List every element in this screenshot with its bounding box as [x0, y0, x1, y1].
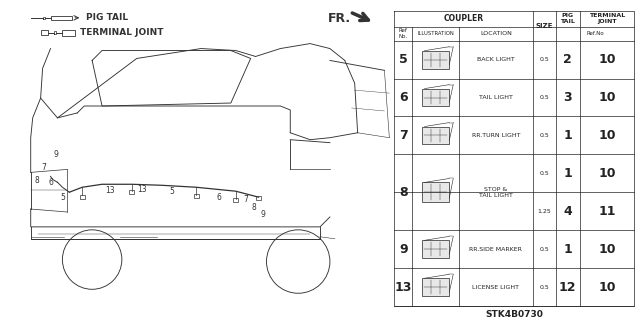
Text: 0.5: 0.5	[540, 247, 549, 252]
Text: STOP &
TAIL LIGHT: STOP & TAIL LIGHT	[479, 187, 513, 198]
Text: 4: 4	[563, 205, 572, 218]
Text: 10: 10	[598, 167, 616, 180]
Text: 13: 13	[137, 185, 147, 194]
Text: PIG
TAIL: PIG TAIL	[560, 13, 575, 24]
Text: 7: 7	[41, 163, 46, 172]
Bar	[40, 30, 47, 35]
Text: 0.5: 0.5	[540, 95, 549, 100]
Bar	[422, 127, 449, 145]
Bar	[51, 16, 72, 20]
Text: 0.5: 0.5	[540, 171, 549, 176]
Text: 10: 10	[598, 53, 616, 66]
Text: 1: 1	[563, 243, 572, 256]
Text: 10: 10	[598, 129, 616, 142]
Text: LICENSE LIGHT: LICENSE LIGHT	[472, 285, 519, 290]
Text: TERMINAL
JOINT: TERMINAL JOINT	[589, 13, 625, 24]
Text: 2: 2	[563, 53, 572, 66]
Text: PIG TAIL: PIG TAIL	[86, 13, 128, 22]
Text: 8: 8	[252, 203, 256, 211]
Text: 6: 6	[399, 91, 408, 104]
Text: STK4B0730: STK4B0730	[485, 309, 543, 319]
Text: 10: 10	[598, 91, 616, 104]
Text: 1.25: 1.25	[538, 209, 551, 214]
Bar	[129, 190, 134, 194]
Text: 9: 9	[399, 243, 408, 256]
Text: 9: 9	[260, 211, 265, 219]
Bar	[422, 51, 449, 69]
Bar	[422, 278, 449, 296]
Text: 6: 6	[216, 193, 221, 202]
Bar	[256, 196, 261, 200]
Text: 9: 9	[53, 150, 58, 159]
Text: 1: 1	[563, 129, 572, 142]
Text: 7: 7	[243, 195, 248, 204]
Bar	[63, 30, 76, 36]
Text: 3: 3	[563, 91, 572, 104]
Text: 5: 5	[399, 53, 408, 66]
Text: ILLUSTRATION: ILLUSTRATION	[417, 31, 454, 36]
Text: LOCATION: LOCATION	[480, 31, 512, 36]
Text: Ref.No: Ref.No	[586, 31, 604, 36]
Bar	[80, 195, 84, 199]
Text: 13: 13	[394, 281, 412, 294]
Text: 0.5: 0.5	[540, 57, 549, 62]
Text: 0.5: 0.5	[540, 133, 549, 138]
Text: TAIL LIGHT: TAIL LIGHT	[479, 95, 513, 100]
Text: 13: 13	[105, 186, 115, 195]
Text: 5: 5	[169, 187, 174, 196]
Text: 12: 12	[559, 281, 577, 294]
Text: Ref
No.: Ref No.	[399, 28, 408, 39]
Text: COUPLER: COUPLER	[444, 14, 484, 23]
Bar	[422, 182, 449, 202]
Text: 10: 10	[598, 281, 616, 294]
Text: FR.: FR.	[328, 12, 351, 25]
Text: 8: 8	[399, 186, 408, 199]
Text: RR.TURN LIGHT: RR.TURN LIGHT	[472, 133, 520, 138]
Text: 10: 10	[598, 243, 616, 256]
Bar	[234, 198, 238, 202]
Text: 11: 11	[598, 205, 616, 218]
Text: 7: 7	[399, 129, 408, 142]
Text: 1: 1	[563, 167, 572, 180]
Text: BACK LIGHT: BACK LIGHT	[477, 57, 515, 62]
Text: 8: 8	[35, 176, 39, 185]
Bar	[422, 240, 449, 258]
Text: 0.5: 0.5	[540, 285, 549, 290]
Text: 5: 5	[60, 193, 65, 202]
Bar	[194, 194, 198, 198]
Text: 6: 6	[48, 178, 53, 187]
Bar	[422, 89, 449, 107]
Text: TERMINAL JOINT: TERMINAL JOINT	[80, 28, 164, 37]
Text: RR.SIDE MARKER: RR.SIDE MARKER	[469, 247, 522, 252]
Text: SIZE: SIZE	[536, 23, 553, 29]
